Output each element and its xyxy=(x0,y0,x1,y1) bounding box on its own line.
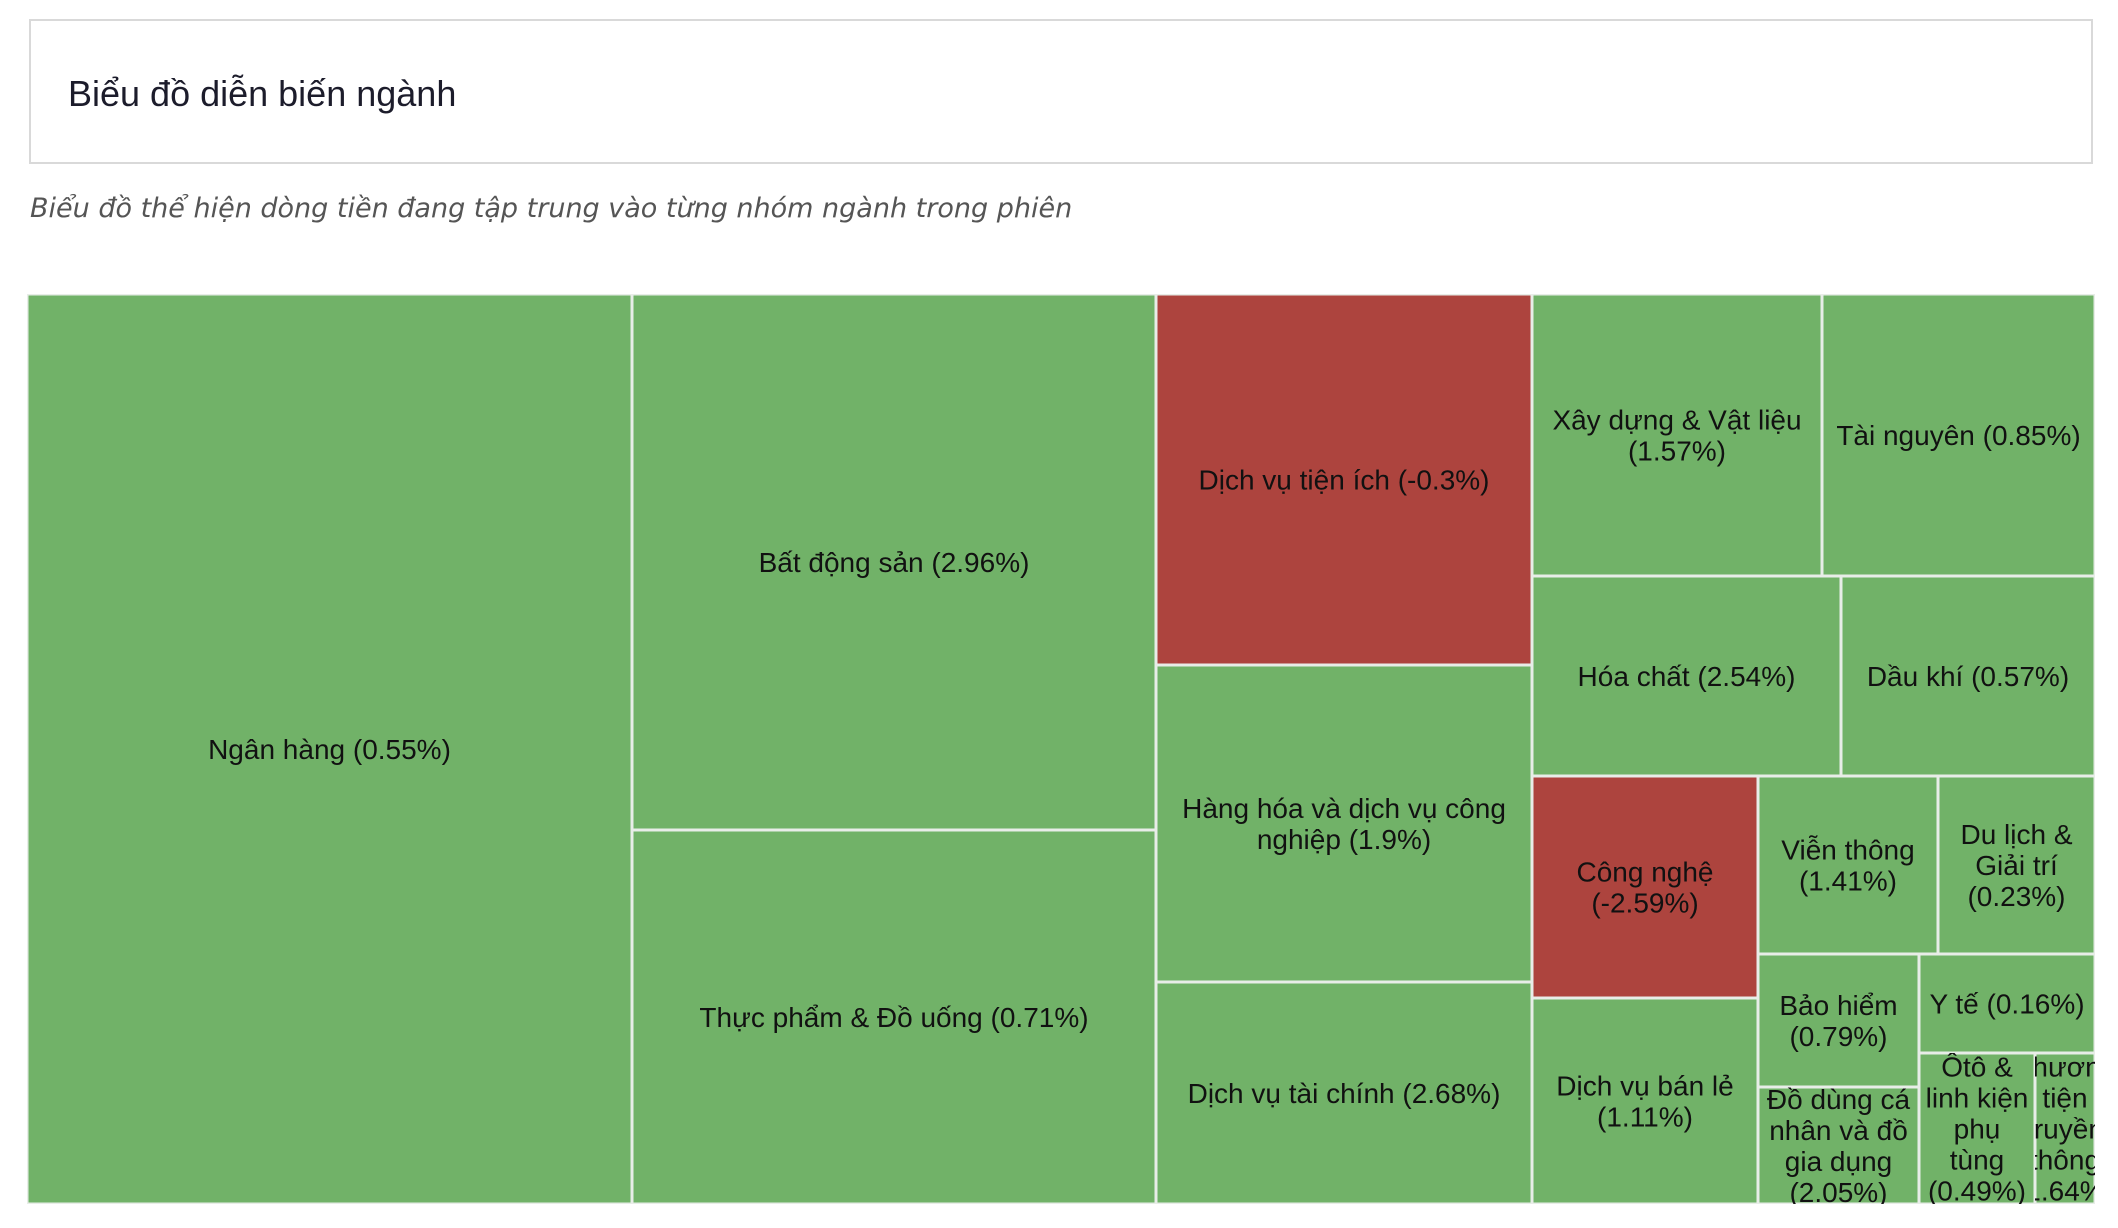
treemap-tile-phuong-tien-truyen-thong[interactable]: Phươngtiệntruyềnthông(1.64%) xyxy=(2014,1051,2095,1204)
treemap-tile-label: Phươngtiệntruyềnthông(1.64%) xyxy=(2014,1051,2095,1204)
treemap-tile-rect[interactable] xyxy=(1154,663,1534,984)
treemap-tile-rect[interactable] xyxy=(1530,996,1760,1204)
treemap-tile-label: Ngân hàng (0.55%) xyxy=(208,734,451,765)
treemap-tile-bat-dong-san[interactable]: Bất động sản (2.96%) xyxy=(630,294,1158,832)
treemap-tile-label: Dịch vụ tài chính (2.68%) xyxy=(1188,1078,1501,1109)
treemap-tile-bao-hiem[interactable]: Bảo hiểm (0.79%) xyxy=(1756,952,1921,1089)
treemap-tile-label: Bảo hiểm (0.79%) xyxy=(1779,990,1897,1052)
treemap-tile-label: Dịch vụ bán lẻ (1.11%) xyxy=(1556,1070,1733,1132)
treemap-tile-label: Dịch vụ tiện ích (-0.3%) xyxy=(1199,464,1490,495)
treemap-tile-xay-dung-vat-lieu[interactable]: Xây dựng & Vật liệu (1.57%) xyxy=(1530,294,1824,578)
treemap-tile-rect[interactable] xyxy=(1756,952,1921,1089)
treemap-tile-ngan-hang[interactable]: Ngân hàng (0.55%) xyxy=(27,294,634,1204)
treemap-tile-label: Du lịch & Giải trí (0.23%) xyxy=(1960,819,2072,912)
treemap-tile-label: Viễn thông (1.41%) xyxy=(1781,834,1914,896)
treemap-tile-label: Hàng hóa và dịch vụ công nghiệp (1.9%) xyxy=(1182,793,1506,855)
treemap-tile-cong-nghe[interactable]: Công nghệ (-2.59%) xyxy=(1530,774,1760,1000)
treemap-tile-label: Xây dựng & Vật liệu (1.57%) xyxy=(1552,404,1801,466)
treemap-tile-dich-vu-tai-chinh[interactable]: Dịch vụ tài chính (2.68%) xyxy=(1154,980,1534,1204)
treemap-tile-do-dung-ca-nhan-va-do-gia-dung[interactable]: Đồ dùng cá nhân và đồ gia dụng (2.05%) xyxy=(1756,1084,1921,1204)
treemap-tile-du-lich-giai-tri[interactable]: Du lịch & Giải trí (0.23%) xyxy=(1936,774,2095,956)
treemap-tile-rect[interactable] xyxy=(1820,294,2095,578)
treemap-tile-rect[interactable] xyxy=(1756,1085,1921,1204)
treemap-tile-hoa-chat[interactable]: Hóa chất (2.54%) xyxy=(1530,574,1843,778)
treemap-svg: Ngân hàng (0.55%) Bất động sản (2.96%) Thự… xyxy=(27,294,2095,1204)
treemap-tile-dich-vu-ban-le[interactable]: Dịch vụ bán lẻ (1.11%) xyxy=(1530,996,1760,1204)
treemap-tile-label: Hóa chất (2.54%) xyxy=(1578,661,1796,692)
chart-title: Biểu đồ diễn biến ngành xyxy=(68,73,457,114)
treemap-tile-oto-linh-kien-phu-tung[interactable]: Ôtô & linh kiện phụ tùng (0.49%) xyxy=(1917,1051,2037,1204)
treemap-tile-label: Công nghệ (-2.59%) xyxy=(1576,856,1713,918)
treemap-tile-rect[interactable] xyxy=(630,294,1158,832)
treemap-tile-hang-hoa-va-dich-vu-cong-nghiep[interactable]: Hàng hóa và dịch vụ công nghiệp (1.9%) xyxy=(1154,663,1534,984)
treemap-tile-label: Thực phẩm & Đồ uống (0.71%) xyxy=(699,1002,1088,1033)
treemap-tile-y-te[interactable]: Y tế (0.16%) xyxy=(1917,952,2095,1055)
treemap-tile-label: Dầu khí (0.57%) xyxy=(1867,661,2069,692)
treemap-tile-rect[interactable] xyxy=(1839,574,2095,778)
treemap-tile-rect[interactable] xyxy=(2033,1051,2095,1204)
treemap-tile-rect[interactable] xyxy=(1530,774,1760,1000)
sector-treemap: Ngân hàng (0.55%) Bất động sản (2.96%) Thự… xyxy=(27,294,2095,1204)
treemap-tile-rect[interactable] xyxy=(1154,980,1534,1204)
treemap-tile-label: Y tế (0.16%) xyxy=(1929,988,2084,1019)
chart-subtitle: Biểu đồ thể hiện dòng tiền đang tập trun… xyxy=(30,193,1073,224)
treemap-tile-tai-nguyen[interactable]: Tài nguyên (0.85%) xyxy=(1820,294,2095,578)
chart-header: Biểu đồ diễn biến ngành xyxy=(29,19,2093,164)
treemap-tile-label: Đồ dùng cá nhân và đồ gia dụng (2.05%) xyxy=(1767,1084,1911,1204)
treemap-tile-thuc-pham-do-uong[interactable]: Thực phẩm & Đồ uống (0.71%) xyxy=(630,828,1158,1204)
treemap-tile-vien-thong[interactable]: Viễn thông (1.41%) xyxy=(1756,774,1940,956)
treemap-tile-label: Bất động sản (2.96%) xyxy=(759,547,1030,578)
treemap-tile-label: Tài nguyên (0.85%) xyxy=(1836,420,2080,451)
treemap-tile-label: Ôtô & linh kiện phụ tùng (0.49%) xyxy=(1926,1051,2029,1204)
treemap-tile-rect[interactable] xyxy=(27,294,634,1204)
treemap-tile-rect[interactable] xyxy=(630,828,1158,1204)
treemap-tile-rect[interactable] xyxy=(1917,952,2095,1055)
treemap-tile-dich-vu-tien-ich[interactable]: Dịch vụ tiện ích (-0.3%) xyxy=(1154,294,1534,667)
treemap-tile-dau-khi[interactable]: Dầu khí (0.57%) xyxy=(1839,574,2095,778)
treemap-tile-rect[interactable] xyxy=(1154,294,1534,667)
